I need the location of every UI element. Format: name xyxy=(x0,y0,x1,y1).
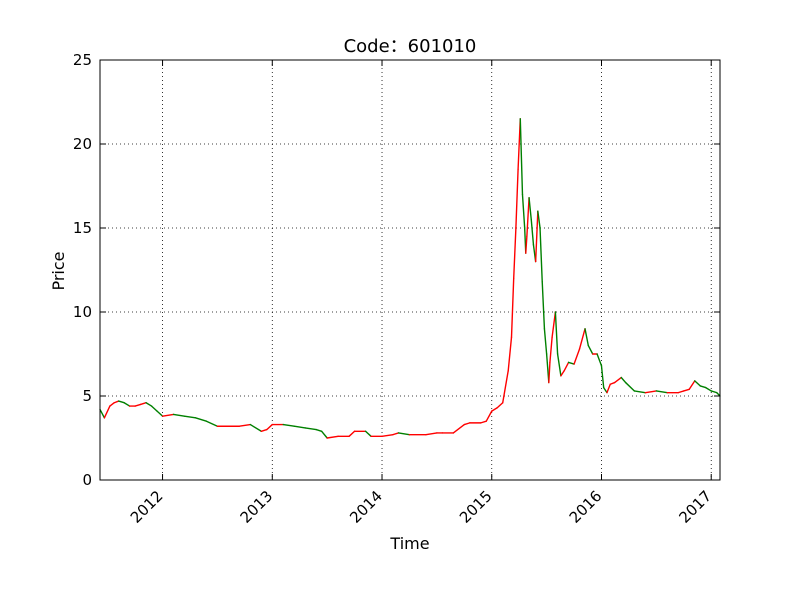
price-segment xyxy=(567,361,575,365)
price-segment xyxy=(150,405,158,412)
price-segment xyxy=(563,361,570,372)
price-segment xyxy=(161,413,175,417)
price-segment xyxy=(573,348,581,365)
price-segment xyxy=(587,344,594,355)
price-segment xyxy=(537,210,541,229)
price-segment xyxy=(584,328,590,347)
price-segment xyxy=(304,427,317,431)
price-segment xyxy=(551,311,557,338)
price-segment xyxy=(134,403,142,407)
price-segment xyxy=(519,118,524,196)
price-segment xyxy=(534,210,539,263)
price-segment xyxy=(528,197,532,221)
price-segment xyxy=(113,400,120,404)
price-segment xyxy=(507,336,513,372)
price-segment xyxy=(293,425,306,429)
price-segment xyxy=(183,415,197,419)
price-segment xyxy=(392,432,400,436)
price-segment xyxy=(600,365,605,389)
price-segment xyxy=(205,420,219,427)
price-segment xyxy=(530,218,535,246)
price-segment xyxy=(539,227,543,283)
price-segment xyxy=(266,423,273,431)
price-segment xyxy=(397,432,411,436)
price-segment xyxy=(117,400,125,404)
y-tick-label: 5 xyxy=(82,387,92,405)
price-segment xyxy=(578,328,586,350)
y-tick-label: 20 xyxy=(73,135,92,153)
price-segment xyxy=(554,311,559,355)
price-segment xyxy=(633,390,647,394)
price-segment xyxy=(541,281,546,330)
price-segment xyxy=(512,227,517,280)
price-segment xyxy=(348,430,356,438)
price-segment xyxy=(485,410,493,422)
price-segment xyxy=(526,197,530,238)
price-segment xyxy=(123,402,131,407)
y-tick-label: 10 xyxy=(73,303,92,321)
price-segment xyxy=(521,193,526,229)
price-segment xyxy=(549,336,553,364)
price-segment xyxy=(705,386,712,392)
price-segment xyxy=(425,432,438,436)
price-segment xyxy=(139,402,147,406)
price-segment xyxy=(194,417,208,422)
price-segment xyxy=(109,402,115,407)
price-segment xyxy=(556,353,562,377)
price-segment xyxy=(688,380,696,390)
price-segment xyxy=(480,420,487,424)
y-tick-label: 15 xyxy=(73,219,92,237)
price-segment xyxy=(172,413,186,417)
price-segment xyxy=(103,405,111,419)
price-segment xyxy=(320,430,328,439)
price-segment xyxy=(496,402,504,409)
price-segment xyxy=(364,430,372,438)
price-segment xyxy=(620,376,627,384)
chart-title: Code：601010 xyxy=(344,36,477,57)
price-segment xyxy=(463,422,471,426)
price-segment xyxy=(260,428,268,432)
price-segment xyxy=(655,390,669,394)
price-segment xyxy=(525,235,528,254)
x-axis-title: Time xyxy=(389,534,429,553)
price-segment xyxy=(156,410,164,417)
price-segment xyxy=(560,370,565,377)
price-segment xyxy=(694,380,701,387)
price-segment xyxy=(710,390,718,394)
price-segment xyxy=(543,328,548,355)
price-segment xyxy=(452,423,466,434)
price-segment xyxy=(249,423,263,432)
price-segment xyxy=(145,402,153,407)
price-segment xyxy=(716,391,721,397)
price-segment xyxy=(624,381,636,392)
price-segment xyxy=(99,408,106,419)
price-segment xyxy=(502,370,509,404)
price-segment xyxy=(602,386,608,394)
y-tick-label: 25 xyxy=(73,51,92,69)
price-segment xyxy=(677,390,685,394)
plot-frame xyxy=(99,59,721,481)
price-segment xyxy=(548,361,551,384)
price-segment xyxy=(326,435,339,439)
price-segment xyxy=(699,385,707,389)
price-segment xyxy=(510,277,515,338)
plot-area xyxy=(99,118,721,439)
price-segment xyxy=(644,390,658,394)
price-segment xyxy=(282,423,295,427)
price-segment xyxy=(315,428,323,432)
price-segment xyxy=(606,383,611,394)
y-axis-title: Price xyxy=(49,251,68,290)
price-segment xyxy=(683,388,690,392)
price-segment xyxy=(491,407,498,412)
y-tick-label: 0 xyxy=(82,471,92,489)
price-segment xyxy=(596,353,603,367)
price-segment xyxy=(609,381,616,385)
price-segment xyxy=(515,168,519,229)
price-segment xyxy=(238,423,252,427)
price-segment xyxy=(381,433,394,438)
price-segment xyxy=(613,376,622,384)
